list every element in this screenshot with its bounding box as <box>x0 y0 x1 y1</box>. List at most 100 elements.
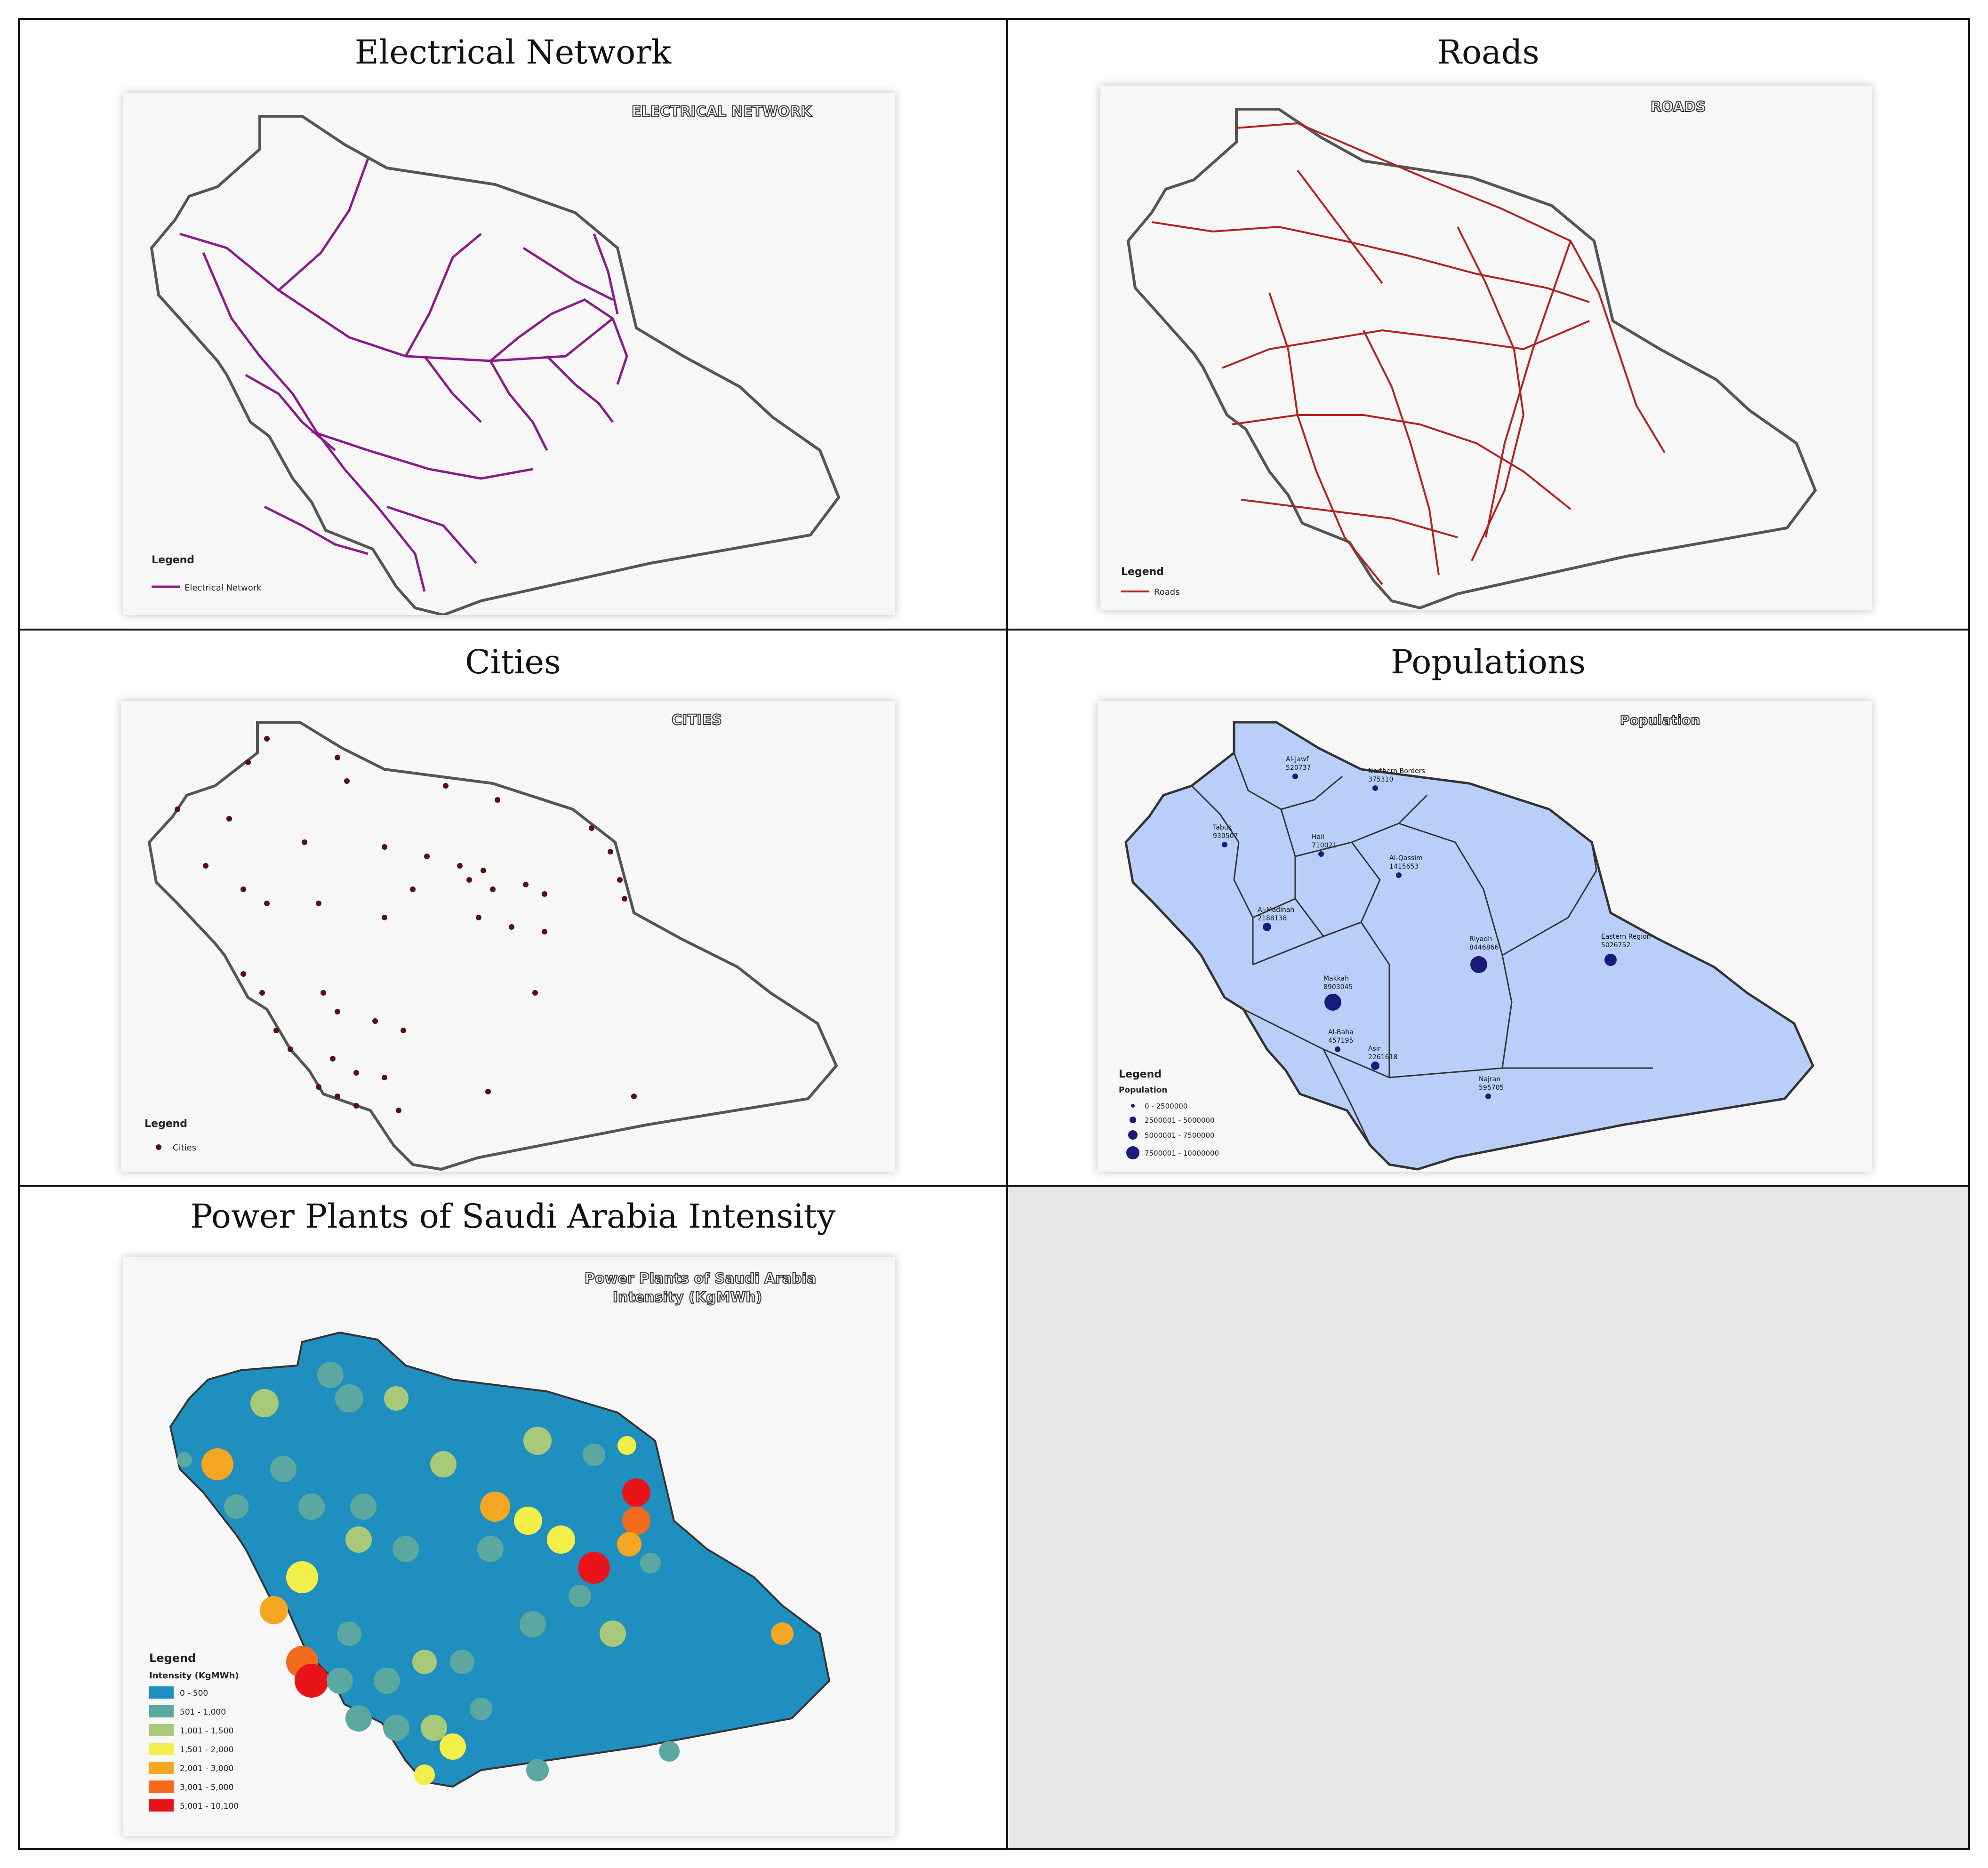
region-name: Eastern Region <box>1601 933 1651 941</box>
legend-dot-swatch <box>156 1144 161 1150</box>
map-panel: ROADS Legend Roads <box>1100 86 1872 610</box>
population-map: Al-Jawf 520737 Northern Borders 375310 T… <box>1119 712 1814 1171</box>
legend-class-label: 1,501 - 2,000 <box>180 1745 233 1755</box>
legend-item-label: Cities <box>173 1143 196 1153</box>
legend-swatch-3001-5000 <box>149 1780 174 1793</box>
region-value: 1415653 <box>1389 863 1419 870</box>
population-dots <box>1222 774 1617 1099</box>
legend-class-2: 2500001 - 5000000 <box>1145 1116 1215 1125</box>
legend-title: Legend <box>152 554 194 566</box>
region-name: Riyadh <box>1469 935 1492 943</box>
legend-swatch-2001-3000 <box>149 1762 174 1774</box>
region-name: Asir <box>1368 1045 1381 1053</box>
saudi-arabia-outline <box>1124 721 1814 1171</box>
cities-map: CITIES Legend Cities <box>144 711 838 1171</box>
empty-cell <box>1008 1187 1968 1848</box>
intensity-legend: 0 - 500 501 - 1,000 1,001 - 1,500 1,501 … <box>149 1686 239 1812</box>
legend-class-label: 0 - 500 <box>180 1689 208 1698</box>
region-value: 8903045 <box>1323 983 1353 991</box>
city-dots <box>175 736 637 1113</box>
region-name: Al-Baha <box>1328 1029 1354 1036</box>
map-stamp: ELECTRICAL NETWORK <box>632 104 812 120</box>
region-value: 457195 <box>1328 1037 1353 1045</box>
grid-divider-vertical <box>1006 20 1008 1848</box>
region-value: 8446866 <box>1469 944 1499 951</box>
region-name: Najran <box>1479 1076 1500 1083</box>
legend-class-4-dot <box>1126 1146 1139 1159</box>
cell-title: Populations <box>1390 643 1586 681</box>
region-labels: Al-Jawf 520737 Northern Borders 375310 T… <box>1212 756 1651 1092</box>
roads-map: ROADS Legend Roads <box>1121 98 1817 610</box>
legend-class-label: 5,001 - 10,100 <box>180 1802 239 1811</box>
cell-title: Electrical Network <box>354 33 672 72</box>
cell-roads: Roads ROADS L <box>1008 20 1968 629</box>
cell-electrical-network: Electrical Network <box>20 20 1006 629</box>
legend-title: Legend <box>1121 566 1164 578</box>
legend-subtitle: Population <box>1119 1086 1167 1095</box>
legend-item-label: Electrical Network <box>184 583 262 593</box>
power-plants-map: Power Plants of Saudi Arabia Intensity (… <box>149 1270 831 1812</box>
region-value: 375310 <box>1368 776 1393 783</box>
region-value: 2261618 <box>1368 1054 1397 1061</box>
map-stamp-line2: Intensity (KgMWh) <box>613 1289 762 1306</box>
region-name: Al-Qassim <box>1389 854 1423 862</box>
legend-subtitle: Intensity (KgMWh) <box>149 1671 239 1681</box>
legend-class-4: 7500001 - 10000000 <box>1145 1149 1219 1158</box>
map-panel: Power Plants of Saudi Arabia Intensity (… <box>123 1257 895 1836</box>
legend-swatch-5001-10100 <box>149 1799 174 1812</box>
legend-class-2-dot <box>1130 1117 1136 1123</box>
cell-title: Roads <box>1437 33 1539 72</box>
legend-class-3: 5000001 - 7500000 <box>1145 1131 1215 1140</box>
legend-item-label: Roads <box>1154 587 1180 597</box>
cell-title: Cities <box>465 643 561 681</box>
region-value: 2188138 <box>1258 915 1287 922</box>
map-stamp-line1: Power Plants of Saudi Arabia <box>585 1270 816 1287</box>
legend-class-1-dot <box>1131 1104 1135 1108</box>
intensity-circles <box>177 1362 794 1785</box>
legend-swatch-1501-2000 <box>149 1743 174 1755</box>
legend-class-label: 2,001 - 3,000 <box>180 1764 233 1773</box>
map-stamp: CITIES <box>672 712 722 728</box>
region-value: 595705 <box>1479 1084 1504 1092</box>
region-value: 5026752 <box>1601 942 1630 949</box>
figure-grid: Electrical Network <box>18 18 1970 1850</box>
region-name: Makkah <box>1323 975 1349 982</box>
legend-swatch-0-500 <box>149 1686 174 1699</box>
cell-title: Power Plants of Saudi Arabia Intensity <box>190 1197 836 1236</box>
map-panel: Al-Jawf 520737 Northern Borders 375310 T… <box>1098 701 1872 1172</box>
cell-power-plants: Power Plants of Saudi Arabia Intensity <box>20 1187 1006 1848</box>
legend-title: Legend <box>149 1652 196 1665</box>
legend-class-3-dot <box>1128 1130 1138 1140</box>
map-stamp: ROADS <box>1651 99 1706 115</box>
grid-divider-row2 <box>20 1185 1968 1187</box>
legend-title: Legend <box>144 1118 187 1130</box>
electrical-lines <box>179 158 628 592</box>
legend-class-label: 3,001 - 5,000 <box>180 1783 233 1792</box>
electrical-network-map: ELECTRICAL NETWORK Legend Electrical Net… <box>150 103 841 615</box>
cell-cities: Cities <box>20 631 1006 1185</box>
saudi-arabia-outline <box>150 115 841 615</box>
legend-class-1: 0 - 2500000 <box>1145 1102 1187 1110</box>
cell-populations: Populations <box>1008 631 1968 1185</box>
legend-class-label: 1,001 - 1,500 <box>180 1726 233 1736</box>
region-name: Al-Madinah <box>1258 906 1294 914</box>
region-name: Northern Borders <box>1368 767 1425 775</box>
saudi-arabia-outline <box>147 721 838 1171</box>
grid-divider-row1 <box>20 629 1968 631</box>
road-lines <box>1151 122 1666 585</box>
legend-swatch-501-1000 <box>149 1705 174 1717</box>
map-stamp: Population <box>1620 712 1700 728</box>
region-name: Al-Jawf <box>1286 756 1309 763</box>
region-value: 520737 <box>1286 764 1311 772</box>
map-panel: CITIES Legend Cities <box>121 701 895 1172</box>
saudi-arabia-outline <box>1126 108 1817 610</box>
region-boundaries <box>1191 752 1653 1146</box>
region-value: 710021 <box>1312 842 1337 849</box>
legend-class-label: 501 - 1,000 <box>180 1708 226 1717</box>
legend-swatch-1001-1500 <box>149 1724 174 1736</box>
region-name: Hail <box>1312 833 1324 841</box>
legend-title: Legend <box>1119 1069 1162 1080</box>
map-panel: ELECTRICAL NETWORK Legend Electrical Net… <box>123 93 895 615</box>
region-name: Tabuk <box>1212 824 1233 831</box>
region-value: 930507 <box>1213 832 1238 840</box>
